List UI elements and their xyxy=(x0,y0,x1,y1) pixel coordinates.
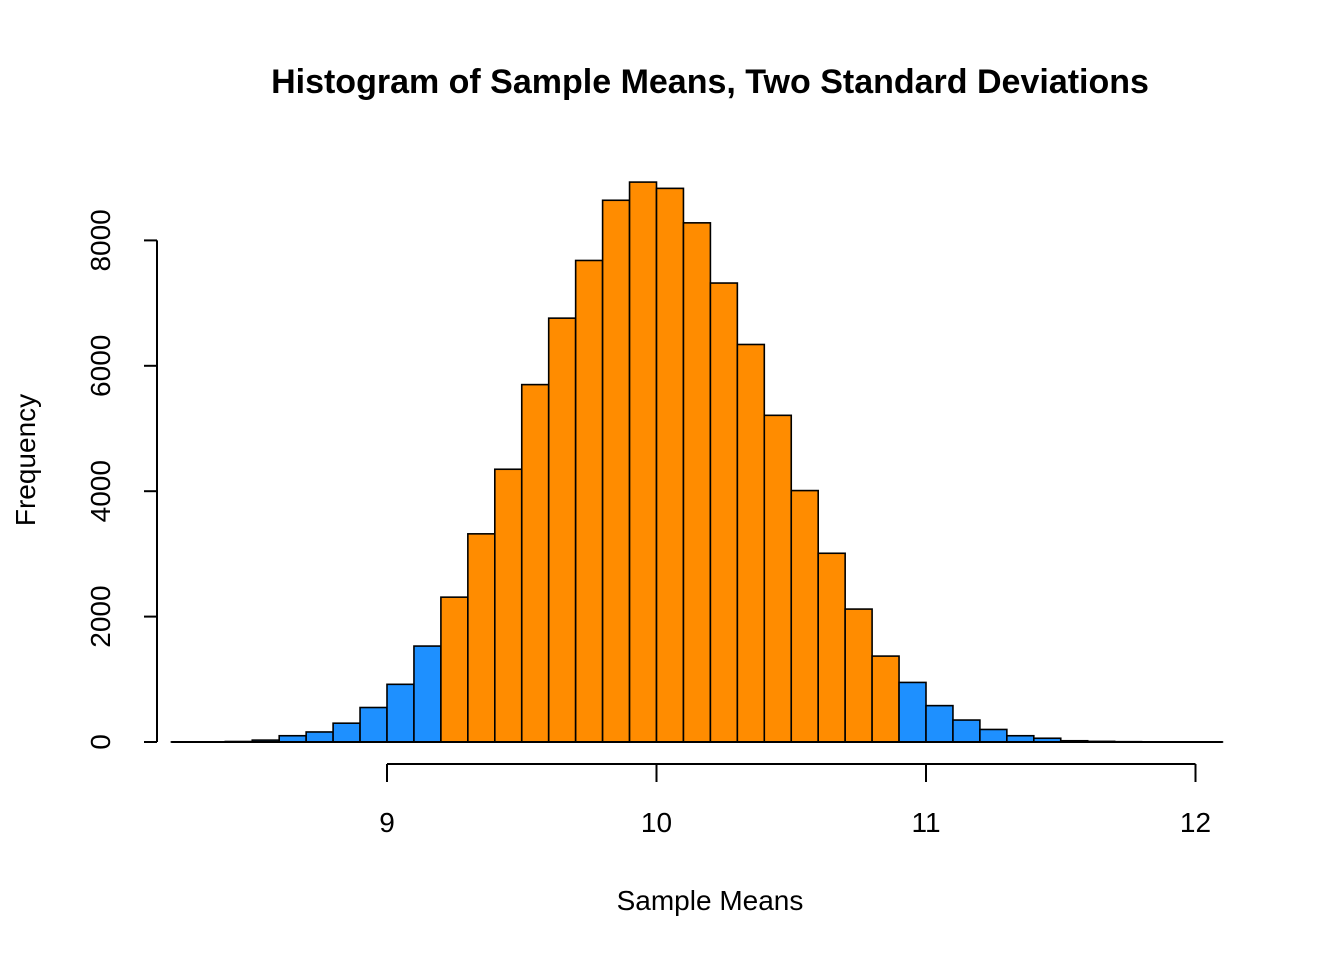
histogram-bar xyxy=(493,468,523,743)
histogram-bar xyxy=(925,704,954,743)
histogram-bar xyxy=(628,181,658,743)
x-tick-label: 9 xyxy=(379,807,395,838)
histogram-bar xyxy=(332,722,361,743)
bars-group xyxy=(170,181,1224,743)
x-tick-label: 12 xyxy=(1180,807,1211,838)
histogram-bar xyxy=(790,489,820,743)
y-tick-label: 4000 xyxy=(85,460,116,522)
histogram-bar xyxy=(817,552,846,743)
histogram-bar xyxy=(359,706,388,743)
histogram-bar xyxy=(763,414,793,743)
x-tick-label: 10 xyxy=(641,807,672,838)
histogram-bar xyxy=(601,199,631,743)
histogram-bar xyxy=(520,383,550,743)
histogram-bar xyxy=(871,655,900,743)
chart-title: Histogram of Sample Means, Two Standard … xyxy=(271,63,1149,101)
histogram-bar xyxy=(305,731,334,743)
y-tick-label: 8000 xyxy=(85,209,116,271)
histogram-bar xyxy=(655,187,685,743)
histogram-bar xyxy=(467,533,496,743)
histogram-bar xyxy=(413,645,442,743)
y-axis-label: Frequency xyxy=(10,394,41,526)
histogram-bar xyxy=(952,719,981,743)
x-axis-label: Sample Means xyxy=(617,885,804,916)
histogram-bar xyxy=(898,681,927,743)
histogram-bar xyxy=(547,317,577,743)
histogram-bar xyxy=(709,282,739,743)
histogram-bar xyxy=(979,728,1008,743)
y-tick-label: 2000 xyxy=(85,585,116,647)
histogram-bar xyxy=(682,222,712,743)
histogram-bar xyxy=(844,608,873,743)
y-tick-label: 0 xyxy=(85,734,116,750)
x-tick-label: 11 xyxy=(911,807,940,838)
y-tick-label: 6000 xyxy=(85,335,116,397)
histogram-bar xyxy=(440,596,469,743)
y-axis: 0 2000 4000 6000 8000 xyxy=(85,209,158,750)
histogram-bar xyxy=(736,343,766,743)
x-axis: 9 10 11 12 xyxy=(379,763,1211,838)
histogram-bar xyxy=(574,259,604,743)
histogram-bar xyxy=(386,683,415,743)
